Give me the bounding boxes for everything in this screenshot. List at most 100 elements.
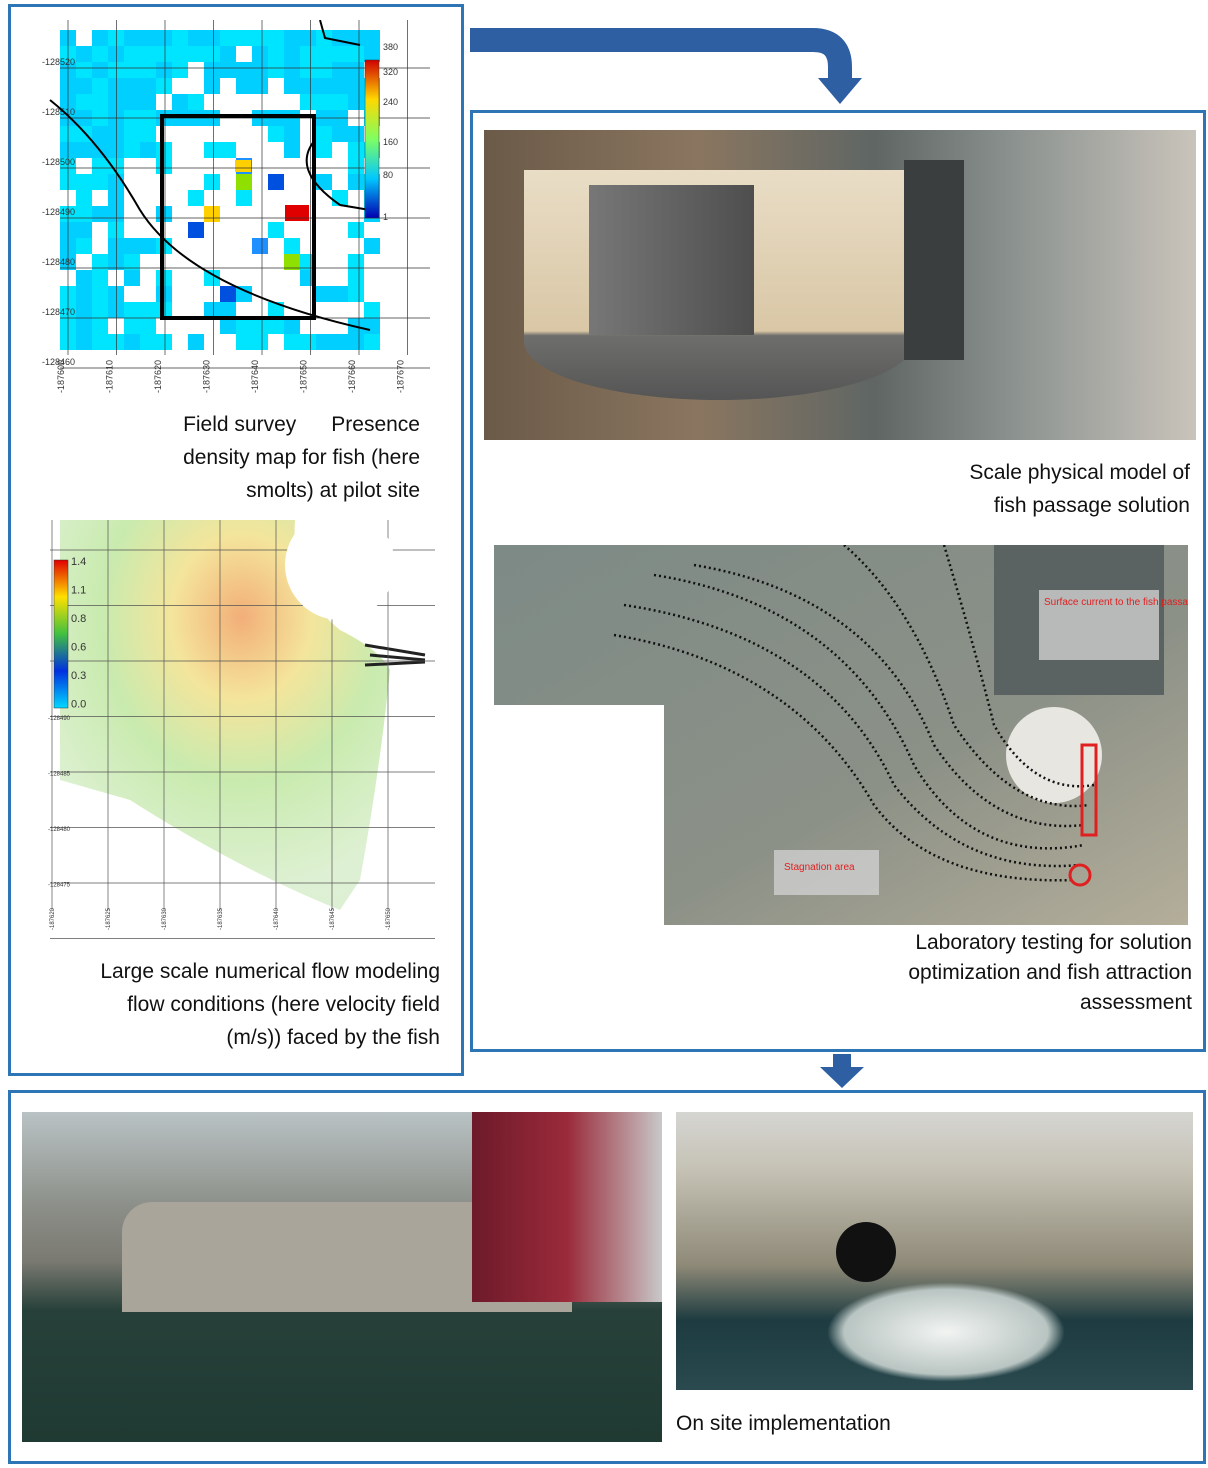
colorbar-label: 240	[383, 97, 398, 107]
density-cell	[188, 30, 204, 46]
x-tick-label: -187600	[56, 360, 66, 393]
density-cell	[92, 126, 108, 142]
density-cell	[268, 302, 284, 318]
colorbar-label: 0.3	[71, 670, 86, 682]
density-cell	[332, 286, 348, 302]
density-cell	[316, 46, 332, 62]
pipe	[836, 1222, 896, 1282]
density-cell	[204, 62, 220, 78]
density-cell	[316, 126, 332, 142]
density-cell	[140, 30, 156, 46]
density-cell	[92, 62, 108, 78]
density-cell	[76, 94, 92, 110]
flow-map: 1.4 1.1 0.8 0.6 0.3 0.0-128490 -128485 -128480 -…	[48, 520, 435, 939]
density-cell	[204, 206, 220, 222]
density-cell	[172, 46, 188, 62]
density-cell	[140, 238, 156, 254]
colorbar-label: 0.8	[71, 613, 86, 625]
density-cell	[204, 78, 220, 94]
density-cell	[92, 78, 108, 94]
caption-line: flow conditions (here velocity field	[127, 993, 440, 1016]
density-cell	[108, 142, 124, 158]
physical-model-photo	[484, 130, 1196, 440]
density-cell	[188, 46, 204, 62]
colorbar	[364, 59, 380, 219]
density-cell	[108, 190, 124, 206]
density-cell	[76, 190, 92, 206]
density-cell	[140, 62, 156, 78]
x-tick-label: -187620	[153, 360, 163, 393]
density-cell	[124, 94, 140, 110]
colorbar-label: 0.6	[71, 642, 86, 654]
colorbar-label: 160	[383, 137, 398, 147]
annotation: Surface current to the fish passage in f…	[1044, 597, 1188, 608]
y-tick-label: -128480	[42, 257, 75, 267]
density-cell	[76, 142, 92, 158]
density-cell	[332, 62, 348, 78]
density-cell	[300, 62, 316, 78]
annotation-box	[1039, 590, 1159, 660]
density-cell	[108, 94, 124, 110]
hotspot	[285, 205, 309, 221]
density-cell	[124, 62, 140, 78]
density-cell	[108, 254, 124, 270]
density-cell	[156, 30, 172, 46]
annotation-box	[774, 850, 879, 895]
colorbar-label: 0.0	[71, 699, 86, 711]
implementation-panel	[8, 1090, 1206, 1464]
density-cell	[204, 46, 220, 62]
density-cell	[140, 46, 156, 62]
caption-line: optimization and fish attraction	[908, 961, 1192, 984]
density-cell	[108, 62, 124, 78]
density-cell	[252, 30, 268, 46]
caption-line: fish passage solution	[993, 494, 1190, 517]
density-cell	[76, 238, 92, 254]
density-cell	[284, 126, 300, 142]
density-cell	[284, 142, 300, 158]
y-tick-label: -128480	[48, 827, 71, 833]
colorbar-label: 1.1	[71, 585, 86, 597]
analysis-panel	[8, 4, 464, 1076]
density-cell	[204, 302, 220, 318]
density-cell	[236, 318, 252, 334]
density-cell	[76, 286, 92, 302]
density-cell	[172, 94, 188, 110]
colorbar-label: 1.4	[71, 556, 86, 568]
density-cell	[284, 62, 300, 78]
highlight	[1080, 743, 1098, 837]
colorbar-label: 80	[383, 170, 393, 180]
site-caption: On site implementation	[676, 1412, 891, 1435]
density-cell	[348, 222, 364, 238]
density-cell	[124, 254, 140, 270]
density-cell	[348, 62, 364, 78]
density-cell	[188, 94, 204, 110]
density-cell	[364, 334, 380, 350]
density-cell	[332, 30, 348, 46]
crane	[472, 1112, 662, 1302]
density-cell	[332, 94, 348, 110]
density-cell	[268, 126, 284, 142]
density-cell	[140, 334, 156, 350]
density-cell	[92, 254, 108, 270]
density-cell	[284, 318, 300, 334]
density-cell	[268, 222, 284, 238]
caption-line: Laboratory testing for solution	[915, 931, 1192, 954]
density-cell	[268, 174, 284, 190]
density-cell	[76, 318, 92, 334]
density-cell	[236, 30, 252, 46]
density-cell	[252, 78, 268, 94]
density-cell	[348, 334, 364, 350]
density-cell	[332, 46, 348, 62]
density-cell	[140, 142, 156, 158]
density-cell	[348, 142, 364, 158]
density-cell	[92, 30, 108, 46]
density-cell	[316, 142, 332, 158]
density-cell	[92, 318, 108, 334]
density-cell	[236, 62, 252, 78]
density-cell	[284, 78, 300, 94]
density-cell	[124, 270, 140, 286]
density-cell	[172, 30, 188, 46]
density-cell	[108, 174, 124, 190]
arrow-cluster	[364, 643, 426, 667]
density-cell	[236, 174, 252, 190]
